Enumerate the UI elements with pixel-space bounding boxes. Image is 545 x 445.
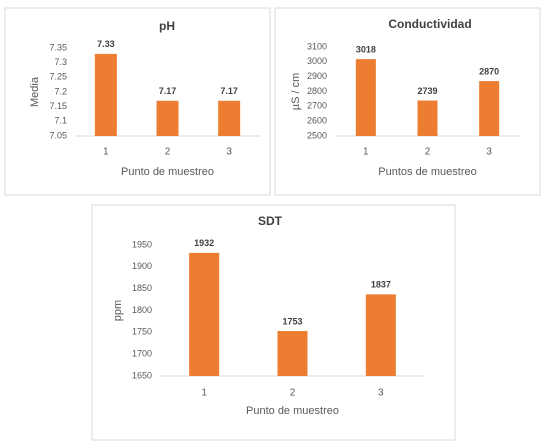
data-label: 7.17 <box>220 86 238 96</box>
y-tick-label: 7.3 <box>54 57 67 67</box>
bar <box>479 81 500 136</box>
data-label: 1753 <box>282 316 302 326</box>
y-tick-label: 3000 <box>307 56 327 66</box>
y-tick-label: 1800 <box>132 305 152 315</box>
data-label: 2870 <box>479 66 499 76</box>
y-tick-label: 7.15 <box>49 101 67 111</box>
y-tick-label: 1900 <box>132 261 152 271</box>
data-label: 7.33 <box>97 39 115 49</box>
y-tick-label: 2700 <box>307 101 327 111</box>
y-axis-label: µS / cm <box>290 73 302 111</box>
bar <box>94 53 117 136</box>
x-axis-label: Puntos de muestreo <box>378 166 476 178</box>
x-axis-label: Punto de muestreo <box>121 166 214 178</box>
bar <box>365 294 396 376</box>
chart-title: pH <box>159 19 175 33</box>
chart-title: Conductividad <box>388 17 471 31</box>
y-tick-label: 1850 <box>132 283 152 293</box>
y-tick-label: 1700 <box>132 349 152 359</box>
bar <box>355 59 376 137</box>
data-label: 1932 <box>194 238 214 248</box>
y-tick-label: 7.2 <box>54 86 67 96</box>
bar <box>417 100 438 136</box>
y-tick-label: 2800 <box>307 86 327 96</box>
data-label: 7.17 <box>159 86 177 96</box>
x-tick-label: 1 <box>363 147 369 158</box>
y-axis-label: Media <box>29 76 41 107</box>
x-axis-label: Punto de muestreo <box>246 405 339 417</box>
y-tick-label: 7.35 <box>49 42 67 52</box>
y-tick-label: 3100 <box>307 41 327 51</box>
bar <box>189 252 220 376</box>
data-label: 3018 <box>356 45 376 55</box>
chart-title: SDT <box>258 214 283 228</box>
data-label: 1837 <box>371 280 391 290</box>
y-tick-label: 1650 <box>132 370 152 380</box>
x-tick-label: 3 <box>486 147 492 158</box>
x-tick-label: 3 <box>378 388 384 399</box>
x-tick-label: 2 <box>290 388 296 399</box>
y-tick-label: 7.25 <box>49 72 67 82</box>
y-tick-label: 2500 <box>307 130 327 140</box>
y-tick-label: 1950 <box>132 239 152 249</box>
bar <box>277 331 308 376</box>
bar <box>218 100 241 136</box>
x-tick-label: 1 <box>103 147 109 158</box>
y-tick-label: 2600 <box>307 116 327 126</box>
y-tick-label: 2900 <box>307 71 327 81</box>
y-tick-label: 7.05 <box>49 130 67 140</box>
x-tick-label: 2 <box>425 147 431 158</box>
y-tick-label: 1750 <box>132 327 152 337</box>
bar <box>156 100 179 136</box>
y-tick-label: 7.1 <box>54 116 67 126</box>
x-tick-label: 1 <box>201 388 207 399</box>
data-label: 2739 <box>417 86 437 96</box>
x-tick-label: 2 <box>165 147 171 158</box>
x-tick-label: 3 <box>226 147 232 158</box>
y-axis-label: ppm <box>112 300 124 321</box>
